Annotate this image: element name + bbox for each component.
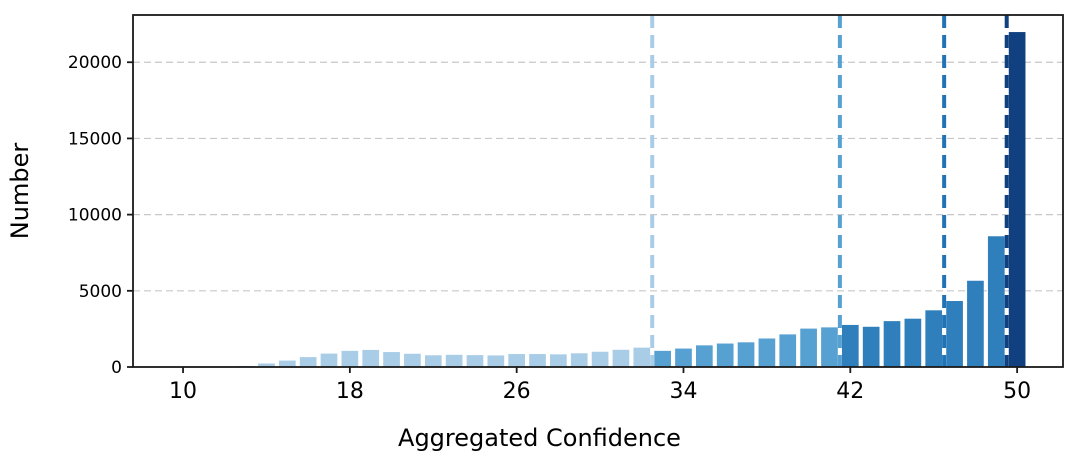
histogram-bar-x25 — [487, 355, 505, 367]
histogram-bar-x48 — [967, 280, 984, 367]
histogram-bar-x23 — [445, 354, 463, 367]
histogram-bar-x32 — [633, 347, 651, 367]
histogram-bar-x43 — [862, 326, 880, 367]
histogram-bar-x19 — [362, 349, 380, 367]
plot-border — [132, 14, 1064, 368]
histogram-bar-x18 — [341, 350, 359, 367]
histogram-bar-x47 — [946, 301, 963, 367]
histogram-bar-x16 — [299, 357, 317, 367]
x-axis-label: Aggregated Confidence — [398, 424, 681, 452]
histogram-bar-x49 — [987, 236, 1005, 367]
histogram-bar-x28 — [550, 354, 567, 367]
x-tick-label: 34 — [669, 379, 697, 404]
histogram-bar-x41 — [821, 327, 838, 367]
histogram-bar-x46 — [925, 310, 943, 367]
histogram-bar-x37 — [737, 342, 755, 367]
x-tick-label: 26 — [503, 379, 531, 404]
histogram-bar-x15 — [278, 360, 296, 367]
histogram-bar-x21 — [404, 353, 421, 367]
histogram-bar-x39 — [779, 334, 797, 367]
histogram-bar-x22 — [424, 355, 442, 367]
histogram-bar-x38 — [758, 338, 776, 367]
histogram-bar-x31 — [612, 349, 630, 367]
x-tick-label: 42 — [836, 379, 864, 404]
histogram-bar-x35 — [696, 345, 713, 367]
y-tick-label: 10000 — [68, 206, 122, 226]
histogram-bar-x29 — [570, 353, 588, 367]
y-axis-label: Number — [6, 142, 34, 240]
histogram-bar-x45 — [904, 318, 922, 367]
histogram-bar-x20 — [383, 352, 400, 367]
histogram-bar-x30 — [591, 351, 609, 367]
x-tick-label: 10 — [169, 379, 197, 404]
histogram-bar-x40 — [800, 328, 817, 367]
histogram-bar-x17 — [320, 353, 338, 367]
histogram-bar-x50 — [1008, 32, 1026, 368]
histogram-bar-x24 — [466, 355, 484, 367]
histogram-bar-x42 — [841, 324, 859, 367]
x-tick-label: 18 — [336, 379, 364, 404]
histogram-bar-x14 — [258, 363, 275, 367]
histogram-bar-x33 — [654, 350, 671, 367]
y-tick-label: 20000 — [68, 53, 122, 73]
histogram-bar-x27 — [529, 354, 546, 367]
y-tick-label: 15000 — [68, 129, 122, 149]
y-tick-label: 0 — [111, 358, 122, 378]
histogram-bar-x44 — [883, 321, 901, 367]
x-tick-label: 50 — [1003, 379, 1031, 404]
histogram-bar-x36 — [716, 343, 734, 367]
histogram-bar-x34 — [675, 348, 692, 367]
y-tick-label: 5000 — [79, 282, 122, 302]
histogram-bar-x26 — [508, 354, 526, 367]
